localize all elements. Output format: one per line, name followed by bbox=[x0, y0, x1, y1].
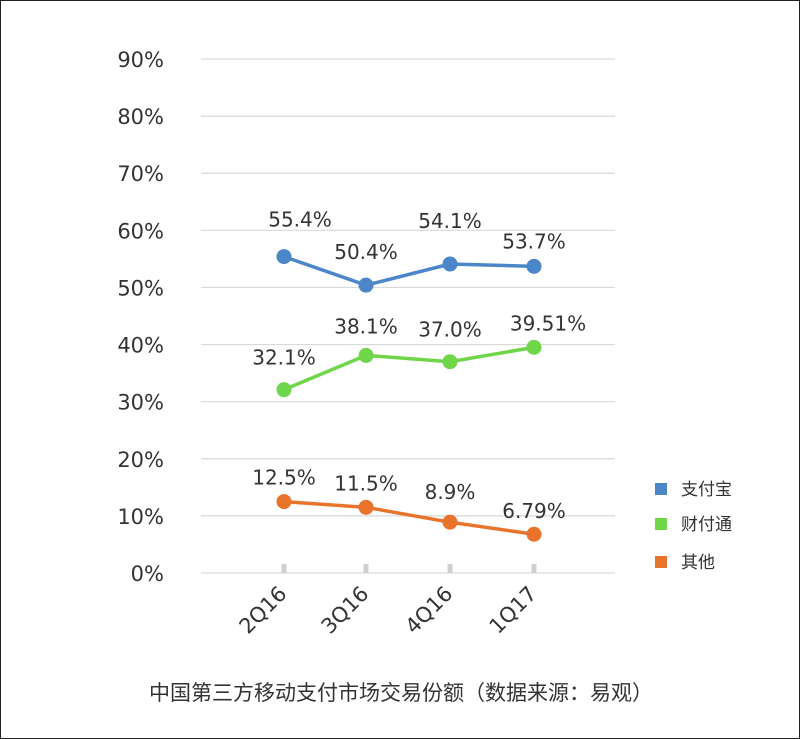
data-point bbox=[526, 258, 542, 274]
data-point bbox=[526, 339, 542, 355]
data-point bbox=[358, 499, 374, 515]
legend-swatch bbox=[655, 556, 667, 568]
data-label: 11.5% bbox=[334, 471, 398, 495]
y-tick-label: 90% bbox=[117, 48, 164, 72]
data-label: 55.4% bbox=[268, 208, 332, 232]
x-tick-mark bbox=[531, 564, 537, 573]
data-label: 38.1% bbox=[334, 314, 398, 338]
data-point bbox=[442, 354, 458, 370]
y-tick-label: 70% bbox=[117, 162, 164, 186]
legend-swatch bbox=[655, 483, 667, 495]
data-point bbox=[276, 382, 292, 398]
legend-label: 其他 bbox=[681, 553, 715, 573]
y-tick-label: 30% bbox=[117, 391, 164, 415]
data-point bbox=[526, 526, 542, 542]
x-category-label: 3Q16 bbox=[317, 582, 374, 639]
data-label: 50.4% bbox=[334, 240, 398, 264]
x-tick-mark bbox=[363, 564, 369, 573]
x-category-label: 4Q16 bbox=[401, 582, 458, 639]
y-tick-label: 20% bbox=[117, 448, 164, 472]
data-point bbox=[358, 277, 374, 293]
data-label: 8.9% bbox=[425, 480, 476, 504]
data-point bbox=[358, 347, 374, 363]
series-line bbox=[283, 254, 535, 287]
series-line bbox=[283, 499, 535, 536]
y-tick-label: 60% bbox=[117, 219, 164, 243]
x-category-label: 2Q16 bbox=[235, 582, 292, 639]
data-point bbox=[442, 256, 458, 272]
data-point bbox=[276, 249, 292, 265]
legend-label: 财付通 bbox=[681, 515, 732, 535]
data-point bbox=[276, 494, 292, 510]
legend-label: 支付宝 bbox=[681, 480, 732, 500]
line-chart: 0% 10% 20% 30% 40% 50% 60% 70% 80% 90% 2Q16 3Q16 4Q… bbox=[117, 48, 732, 639]
chart-caption: 中国第三方移动支付市场交易份额（数据来源：易观） bbox=[149, 681, 653, 705]
data-label: 37.0% bbox=[418, 318, 482, 342]
y-tick-label: 40% bbox=[117, 334, 164, 358]
x-category-label: 1Q17 bbox=[485, 582, 542, 639]
y-tick-label: 50% bbox=[117, 276, 164, 300]
data-label: 6.79% bbox=[502, 499, 566, 523]
data-label: 54.1% bbox=[418, 209, 482, 233]
data-label: 53.7% bbox=[502, 229, 566, 253]
data-label: 32.1% bbox=[252, 346, 316, 370]
x-tick-mark bbox=[447, 564, 453, 573]
y-tick-label: 10% bbox=[117, 505, 164, 529]
x-tick-mark bbox=[281, 564, 287, 573]
series-line bbox=[283, 345, 535, 392]
data-point bbox=[442, 514, 458, 530]
data-label: 39.51% bbox=[510, 311, 586, 335]
y-tick-label: 0% bbox=[131, 562, 164, 586]
y-tick-label: 80% bbox=[117, 105, 164, 129]
legend-swatch bbox=[655, 518, 667, 530]
data-label: 12.5% bbox=[252, 466, 316, 490]
